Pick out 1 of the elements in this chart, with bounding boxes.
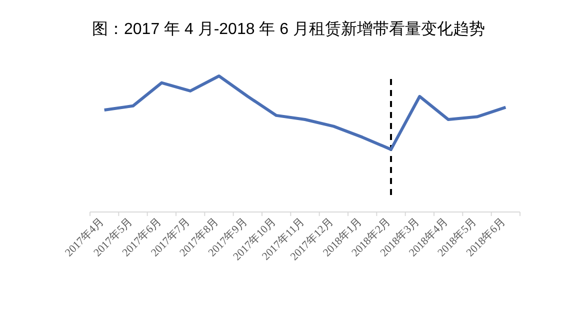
chart-title: 图：2017 年 4 月-2018 年 6 月租赁新增带看量变化趋势 xyxy=(92,20,485,38)
